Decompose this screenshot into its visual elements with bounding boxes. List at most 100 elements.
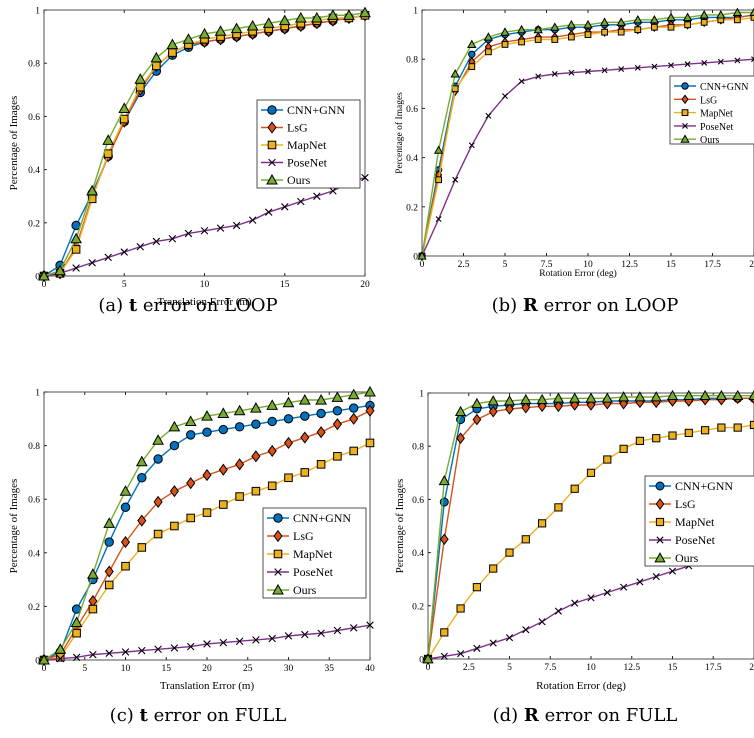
point-marker — [121, 648, 130, 656]
point-marker — [300, 468, 310, 477]
x-tick-label: 2.5 — [458, 260, 470, 270]
y-tick-label: 0.4 — [412, 549, 424, 559]
point-marker — [601, 67, 608, 74]
x-tick-label: 20 — [202, 664, 212, 674]
point-marker — [268, 634, 276, 643]
caption-c: (c) t error on FULL — [110, 705, 287, 726]
series-mapnet — [39, 438, 375, 665]
point-marker — [219, 500, 228, 509]
point-marker — [551, 71, 558, 77]
point-marker — [168, 235, 177, 243]
point-marker — [104, 580, 114, 590]
x-tick-label: 17.5 — [705, 663, 722, 673]
legend-entry: CNN+GNN — [649, 479, 733, 493]
point-marker — [281, 203, 289, 211]
x-axis-label: Rotation Error (deg) — [536, 680, 626, 692]
point-marker — [570, 484, 579, 493]
y-tick-label: 0 — [35, 273, 40, 283]
point-marker — [267, 416, 277, 427]
y-axis-label: Percentage of Images — [394, 479, 406, 574]
point-marker — [278, 14, 291, 26]
point-marker — [440, 652, 448, 660]
point-marker — [682, 12, 693, 21]
x-tick-label: 12.5 — [621, 260, 638, 270]
point-marker — [104, 253, 112, 262]
point-marker — [699, 10, 709, 19]
point-marker — [620, 583, 628, 591]
legend-entry: Ours — [674, 134, 720, 146]
legend-label: CNN+GNN — [700, 82, 748, 93]
point-marker — [150, 51, 163, 63]
x-tick-label: 15 — [162, 664, 172, 674]
point-marker — [264, 208, 273, 216]
point-marker — [682, 122, 688, 129]
point-marker — [266, 173, 278, 185]
point-marker — [262, 17, 275, 28]
point-marker — [684, 428, 693, 437]
point-marker — [733, 423, 742, 432]
point-marker — [680, 134, 690, 143]
point-marker — [732, 389, 744, 400]
point-marker — [633, 14, 643, 24]
point-marker — [251, 419, 261, 429]
point-marker — [483, 32, 494, 41]
point-marker — [349, 446, 358, 456]
point-marker — [656, 536, 664, 544]
caption-d: (d) R error on FULL — [493, 705, 678, 726]
x-tick-label: 0 — [420, 260, 425, 270]
point-marker — [489, 564, 498, 573]
point-marker — [248, 216, 257, 224]
point-marker — [317, 629, 325, 637]
point-marker — [134, 73, 147, 84]
point-marker — [365, 404, 375, 417]
point-marker — [585, 392, 597, 403]
legend-entry: MapNet — [267, 547, 333, 561]
point-marker — [310, 11, 323, 23]
point-marker — [153, 454, 163, 464]
legend-entry: Ours — [267, 583, 317, 597]
point-marker — [251, 486, 261, 496]
legend-entry: Ours — [649, 551, 699, 565]
point-marker — [72, 264, 80, 272]
point-marker — [364, 385, 376, 397]
point-marker — [651, 23, 658, 31]
y-tick-label: 0 — [35, 657, 40, 667]
point-marker — [88, 604, 98, 614]
point-marker — [701, 426, 710, 435]
point-marker — [488, 405, 498, 418]
point-marker — [618, 66, 625, 72]
point-marker — [568, 69, 575, 76]
y-tick-label: 0.2 — [406, 203, 418, 213]
point-marker — [331, 391, 344, 402]
point-marker — [538, 618, 546, 626]
point-marker — [105, 649, 113, 658]
point-marker — [103, 149, 113, 158]
point-marker — [734, 16, 741, 24]
point-marker — [267, 121, 277, 134]
legend-entry: LsG — [649, 497, 696, 511]
point-marker — [120, 502, 131, 512]
x-tick-label: 15 — [666, 260, 676, 270]
point-marker — [119, 114, 129, 124]
point-marker — [170, 644, 179, 652]
y-tick-label: 1 — [419, 390, 424, 400]
point-marker — [333, 626, 342, 635]
point-marker — [518, 78, 525, 85]
legend-entry: MapNet — [674, 109, 733, 120]
point-marker — [283, 436, 294, 450]
y-tick-label: 0.2 — [28, 219, 40, 229]
point-marker — [683, 389, 695, 400]
point-marker — [273, 529, 283, 543]
legend-entry: PoseNet — [674, 122, 734, 133]
series-ours — [38, 385, 376, 665]
point-marker — [587, 594, 595, 602]
point-marker — [603, 588, 611, 597]
point-marker — [717, 58, 724, 65]
caption-a: (a) t error on LOOP — [98, 295, 277, 316]
point-marker — [468, 63, 476, 70]
x-tick-label: 25 — [243, 664, 253, 674]
point-marker — [361, 173, 369, 182]
point-marker — [120, 535, 131, 549]
y-tick-label: 0.8 — [406, 56, 418, 66]
